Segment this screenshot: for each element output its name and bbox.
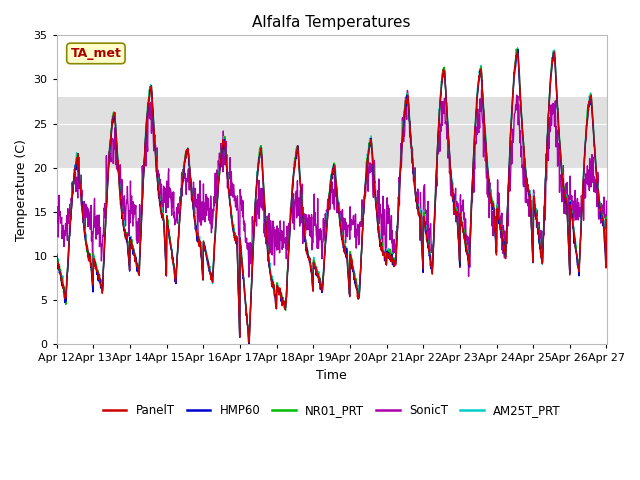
X-axis label: Time: Time [316, 369, 347, 382]
Text: TA_met: TA_met [70, 47, 122, 60]
Title: Alfalfa Temperatures: Alfalfa Temperatures [252, 15, 411, 30]
Bar [57, 97, 607, 168]
Legend: PanelT, HMP60, NR01_PRT, SonicT, AM25T_PRT: PanelT, HMP60, NR01_PRT, SonicT, AM25T_P… [98, 399, 565, 421]
Y-axis label: Temperature (C): Temperature (C) [15, 139, 28, 240]
